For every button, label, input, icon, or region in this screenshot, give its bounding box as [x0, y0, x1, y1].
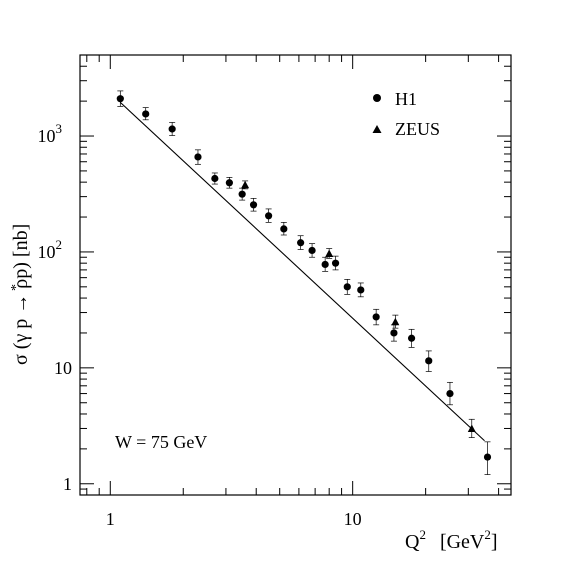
- zeus-point: [241, 180, 250, 190]
- h1-point: [168, 122, 176, 136]
- h1-point: [390, 324, 398, 342]
- h1-marker: [168, 125, 176, 133]
- legend-zeus-label: ZEUS: [395, 119, 440, 139]
- h1-marker: [390, 329, 398, 337]
- h1-marker: [249, 201, 258, 209]
- y-axis-title-star: *: [9, 284, 24, 291]
- legend: H1 ZEUS: [372, 89, 440, 139]
- h1-point: [238, 187, 246, 201]
- x-axis-title: Q2 [GeV2]: [405, 527, 498, 553]
- h1-point: [142, 107, 150, 121]
- h1-point: [249, 197, 258, 212]
- h1-point: [331, 255, 340, 271]
- zeus-marker: [467, 424, 476, 432]
- x-tick-label: 10: [344, 509, 362, 529]
- h1-point: [225, 177, 233, 189]
- y-tick-label: 1: [63, 474, 72, 494]
- h1-marker: [142, 110, 150, 118]
- h1-marker: [425, 357, 433, 365]
- h1-point: [343, 279, 351, 295]
- h1-point: [116, 90, 124, 107]
- x-tick-label: 1: [106, 509, 115, 529]
- y-axis-title: σ (γ p → ρp) [nb] *: [9, 224, 32, 365]
- svg-text:σ (γ p → ρp) [nb]: σ (γ p → ρp) [nb]: [10, 224, 32, 365]
- zeus-marker: [241, 180, 250, 189]
- h1-marker: [308, 246, 316, 255]
- h1-marker: [211, 174, 219, 183]
- h1-marker: [446, 389, 454, 398]
- legend-zeus-marker: [372, 125, 382, 133]
- data-marks: [116, 90, 492, 475]
- h1-marker: [265, 212, 273, 220]
- h1-point: [297, 235, 305, 250]
- zeus-marker: [325, 249, 334, 257]
- h1-point: [194, 149, 202, 165]
- zeus-point: [325, 248, 334, 259]
- axis-tick-labels: 1 10 1 10 102 103: [38, 121, 362, 529]
- h1-point: [308, 243, 316, 258]
- h1-marker: [407, 334, 416, 342]
- h1-point: [265, 208, 273, 223]
- h1-marker: [297, 239, 305, 247]
- h1-point: [425, 350, 433, 372]
- h1-point: [357, 282, 365, 298]
- h1-point: [321, 256, 329, 272]
- h1-marker: [321, 260, 329, 269]
- axis-ticks: [80, 54, 511, 496]
- h1-marker: [116, 95, 124, 103]
- h1-point: [483, 441, 492, 475]
- h1-point: [446, 381, 454, 406]
- zeus-point: [391, 314, 400, 329]
- h1-marker: [280, 225, 288, 233]
- h1-point: [407, 328, 416, 348]
- plot-frame: [79, 54, 512, 496]
- h1-marker: [343, 283, 351, 291]
- legend-h1-marker: [373, 94, 381, 102]
- h1-point: [372, 308, 380, 326]
- fit-line: [119, 101, 485, 442]
- h1-marker: [372, 313, 380, 321]
- legend-h1-label: H1: [395, 89, 417, 109]
- h1-point: [280, 221, 288, 236]
- y-tick-label: 102: [38, 237, 63, 262]
- zeus-point: [467, 418, 476, 438]
- h1-marker: [483, 453, 492, 461]
- h1-marker: [238, 190, 246, 198]
- y-tick-label: 10: [54, 358, 72, 378]
- h1-marker: [194, 153, 202, 161]
- h1-marker: [357, 286, 365, 294]
- y-tick-label: 103: [38, 121, 63, 146]
- energy-annotation: W = 75 GeV: [115, 432, 207, 452]
- h1-marker: [331, 259, 340, 267]
- h1-point: [211, 172, 219, 185]
- h1-marker: [225, 179, 233, 187]
- zeus-marker: [391, 317, 400, 326]
